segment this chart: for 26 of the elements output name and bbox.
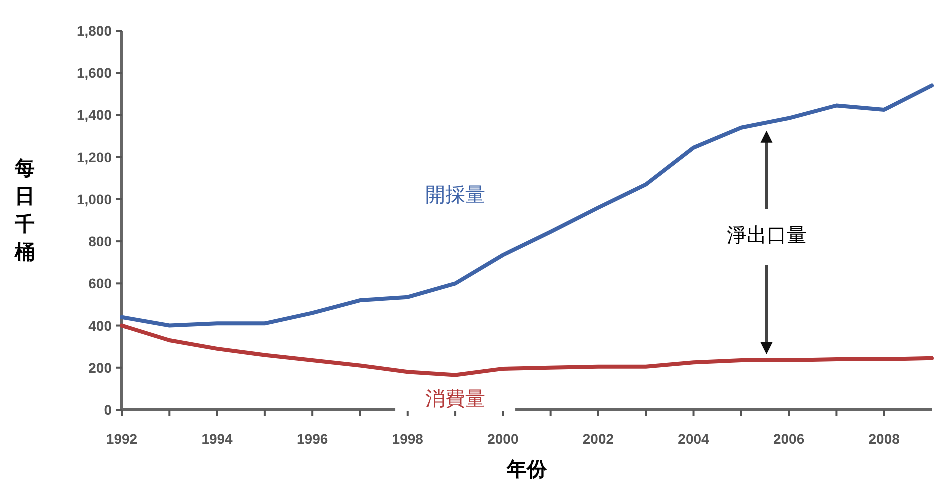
y-tick-label: 1,000 — [76, 191, 112, 208]
y-tick-label: 1,600 — [76, 65, 112, 82]
y-tick-label: 1,800 — [76, 23, 112, 39]
y-tick-label: 0 — [104, 402, 112, 418]
x-tick-label: 1998 — [392, 431, 424, 447]
y-tick-label: 800 — [88, 234, 112, 250]
x-axis-title: 年份 — [506, 457, 548, 481]
x-tick-label: 2000 — [488, 431, 519, 447]
series-label: 消費量 — [426, 386, 486, 410]
y-tick-label: 600 — [88, 276, 112, 292]
x-tick-label: 1992 — [106, 431, 138, 447]
line-series — [120, 324, 934, 378]
x-tick-label: 2002 — [582, 431, 614, 447]
annotation: 淨出口量 — [726, 223, 807, 247]
x-tick-label: 2004 — [678, 431, 710, 447]
x-tick-label: 1996 — [297, 431, 328, 447]
y-tick-label: 1,200 — [76, 149, 112, 166]
y-tick-label: 200 — [88, 360, 112, 376]
line-series — [120, 84, 934, 328]
x-tick-label: 2006 — [773, 431, 805, 447]
y-tick-label: 400 — [88, 318, 112, 334]
y-tick-label: 1,400 — [76, 107, 112, 124]
text: 開採量 — [426, 182, 486, 207]
y-axis-title: 每日千桶 — [14, 156, 35, 264]
x-tick-label: 2008 — [868, 431, 900, 447]
x-tick-label: 1994 — [202, 431, 234, 447]
